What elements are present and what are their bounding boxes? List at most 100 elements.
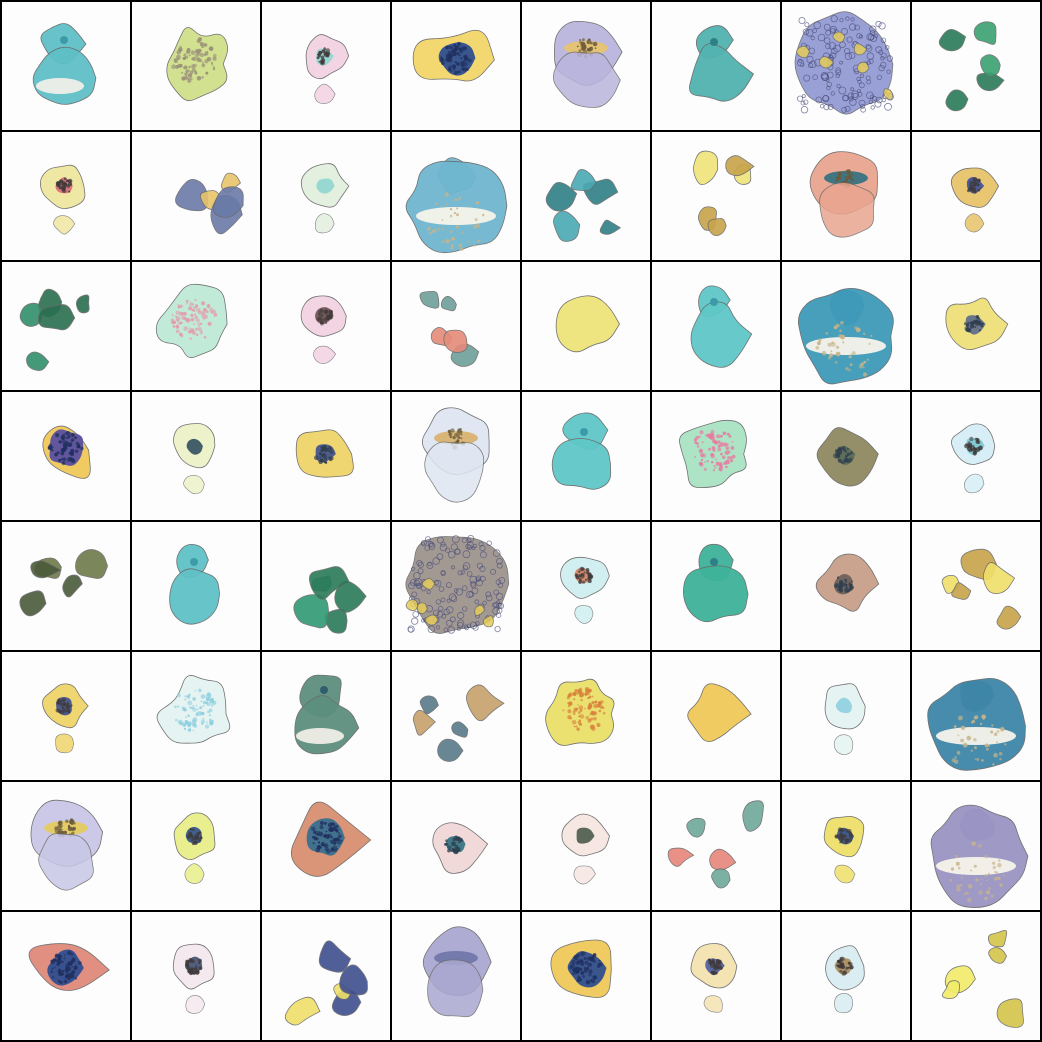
- grid-tile: [392, 262, 520, 390]
- grid-tile: [132, 262, 260, 390]
- tile-image: [690, 285, 753, 368]
- grid-tile: [2, 782, 130, 910]
- tile-image: [816, 427, 879, 487]
- grid-tile: [392, 652, 520, 780]
- tile-image: [560, 556, 610, 624]
- grid-tile: [392, 782, 520, 910]
- tile-image: [173, 812, 216, 884]
- grid-tile: [2, 2, 130, 130]
- tile-image: [305, 34, 350, 104]
- tile-image: [405, 157, 508, 254]
- tile-image: [300, 295, 347, 364]
- grid-tile: [782, 132, 910, 260]
- tile-image: [690, 943, 738, 1013]
- grid-tile: [2, 912, 130, 1040]
- tile-image: [667, 800, 764, 889]
- tile-image: [405, 535, 510, 634]
- tile-image: [156, 675, 231, 744]
- grid-tile: [912, 652, 1040, 780]
- tile-image: [815, 553, 880, 612]
- grid-tile: [132, 392, 260, 520]
- tile-image: [687, 683, 752, 743]
- grid-tile: [652, 782, 780, 910]
- tile-image: [19, 288, 90, 371]
- grid-tile: [652, 652, 780, 780]
- tile-image: [175, 172, 244, 235]
- tile-image: [19, 549, 109, 617]
- grid-tile: [132, 2, 260, 130]
- grid-tile: [782, 2, 910, 130]
- grid-tile: [262, 782, 390, 910]
- grid-tile: [782, 262, 910, 390]
- tile-image: [300, 163, 350, 234]
- grid-tile: [522, 392, 650, 520]
- grid-tile: [782, 652, 910, 780]
- tile-image: [32, 23, 97, 105]
- tile-image: [809, 151, 878, 238]
- grid-tile: [392, 522, 520, 650]
- grid-tile: [262, 132, 390, 260]
- tile-image: [550, 939, 612, 998]
- tile-image: [555, 295, 620, 353]
- grid-tile: [262, 262, 390, 390]
- grid-tile: [262, 522, 390, 650]
- tile-image: [683, 543, 749, 623]
- tile-image: [941, 548, 1022, 630]
- grid-tile: [652, 2, 780, 130]
- tile-image: [552, 20, 623, 108]
- tile-image: [290, 801, 372, 877]
- tile-image: [545, 678, 615, 746]
- grid-tile: [262, 392, 390, 520]
- tile-image: [30, 799, 104, 891]
- grid-tile: [392, 2, 520, 130]
- grid-tile: [912, 262, 1040, 390]
- grid-tile: [392, 132, 520, 260]
- grid-tile: [262, 652, 390, 780]
- grid-tile: [522, 522, 650, 650]
- tile-image: [295, 429, 354, 478]
- tile-image: [421, 407, 490, 503]
- grid-tile: [912, 912, 1040, 1040]
- tile-image: [551, 412, 612, 490]
- grid-tile: [2, 652, 130, 780]
- grid-tile: [782, 912, 910, 1040]
- grid-tile: [522, 132, 650, 260]
- grid-tile: [132, 652, 260, 780]
- grid-tile: [522, 262, 650, 390]
- grid-tile: [2, 392, 130, 520]
- grid-tile: [912, 2, 1040, 130]
- tile-image: [561, 813, 610, 885]
- grid-tile: [782, 782, 910, 910]
- grid-tile: [132, 912, 260, 1040]
- grid-tile: [782, 392, 910, 520]
- grid-tile: [392, 392, 520, 520]
- tile-image: [679, 419, 747, 489]
- grid-tile: [522, 782, 650, 910]
- grid-tile: [132, 782, 260, 910]
- tile-image: [951, 423, 996, 494]
- tile-image: [825, 945, 865, 1014]
- tile-image: [422, 926, 492, 1018]
- grid-tile: [522, 2, 650, 130]
- tile-image: [797, 287, 894, 385]
- tile-image: [166, 27, 228, 102]
- grid-tile: [522, 912, 650, 1040]
- tile-image: [950, 167, 1000, 233]
- grid-tile: [2, 262, 130, 390]
- tile-image: [689, 25, 755, 102]
- tile-image: [173, 423, 216, 495]
- grid-tile: [2, 522, 130, 650]
- tile-image: [42, 425, 91, 479]
- grid-tile: [652, 262, 780, 390]
- tile-image: [294, 674, 360, 755]
- tile-image: [794, 11, 894, 115]
- tile-image: [432, 822, 489, 874]
- tile-image: [155, 283, 228, 359]
- tile-image: [172, 943, 215, 1014]
- grid-tile: [652, 132, 780, 260]
- tile-image: [823, 815, 865, 884]
- tile-image: [938, 21, 1005, 112]
- tile-image: [945, 297, 1009, 351]
- grid-tile: [652, 522, 780, 650]
